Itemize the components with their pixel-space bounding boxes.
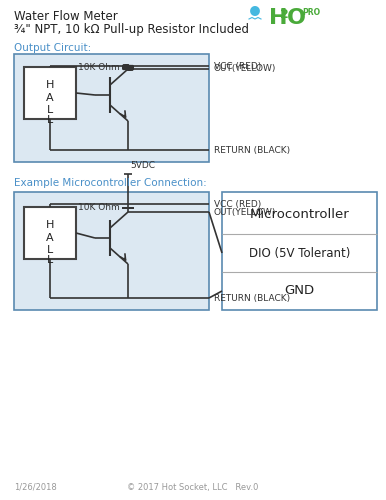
Text: VCC (RED): VCC (RED) bbox=[214, 62, 261, 70]
Text: Example Microcontroller Connection:: Example Microcontroller Connection: bbox=[14, 178, 207, 188]
Text: 1/26/2018: 1/26/2018 bbox=[14, 483, 57, 492]
Text: 2: 2 bbox=[280, 8, 289, 21]
Text: A: A bbox=[46, 233, 54, 243]
Text: ¾" NPT, 10 kΩ Pull-up Resistor Included: ¾" NPT, 10 kΩ Pull-up Resistor Included bbox=[14, 23, 249, 36]
Text: OUT(YELLOW): OUT(YELLOW) bbox=[214, 64, 276, 74]
Bar bbox=[14, 192, 209, 310]
Text: L: L bbox=[47, 115, 53, 125]
Text: L: L bbox=[47, 255, 53, 265]
Bar bbox=[24, 207, 76, 259]
Text: RETURN (BLACK): RETURN (BLACK) bbox=[214, 146, 290, 154]
Text: H: H bbox=[269, 8, 288, 28]
Text: 5VDC: 5VDC bbox=[130, 161, 155, 170]
Text: © 2017 Hot Socket, LLC   Rev.0: © 2017 Hot Socket, LLC Rev.0 bbox=[127, 483, 259, 492]
Bar bbox=[222, 192, 377, 310]
Text: L: L bbox=[47, 245, 53, 255]
Text: A: A bbox=[46, 93, 54, 103]
Text: Water Flow Meter: Water Flow Meter bbox=[14, 10, 118, 23]
Bar bbox=[24, 67, 76, 119]
Text: GND: GND bbox=[284, 284, 315, 298]
Text: PRO: PRO bbox=[302, 8, 320, 17]
Text: Output Circuit:: Output Circuit: bbox=[14, 43, 91, 53]
Text: 10K Ohm: 10K Ohm bbox=[78, 63, 120, 72]
Text: L: L bbox=[47, 105, 53, 115]
Text: 10K Ohm: 10K Ohm bbox=[78, 204, 120, 212]
Text: H: H bbox=[46, 80, 54, 90]
Text: VCC (RED): VCC (RED) bbox=[214, 200, 261, 208]
Text: RETURN (BLACK): RETURN (BLACK) bbox=[214, 294, 290, 302]
Text: O: O bbox=[287, 8, 306, 28]
Polygon shape bbox=[250, 6, 260, 16]
Text: Microcontroller: Microcontroller bbox=[250, 208, 349, 220]
Text: H: H bbox=[46, 220, 54, 230]
Bar bbox=[14, 54, 209, 162]
Text: DIO (5V Tolerant): DIO (5V Tolerant) bbox=[249, 246, 350, 260]
Text: OUT(YELLOW): OUT(YELLOW) bbox=[214, 208, 276, 216]
